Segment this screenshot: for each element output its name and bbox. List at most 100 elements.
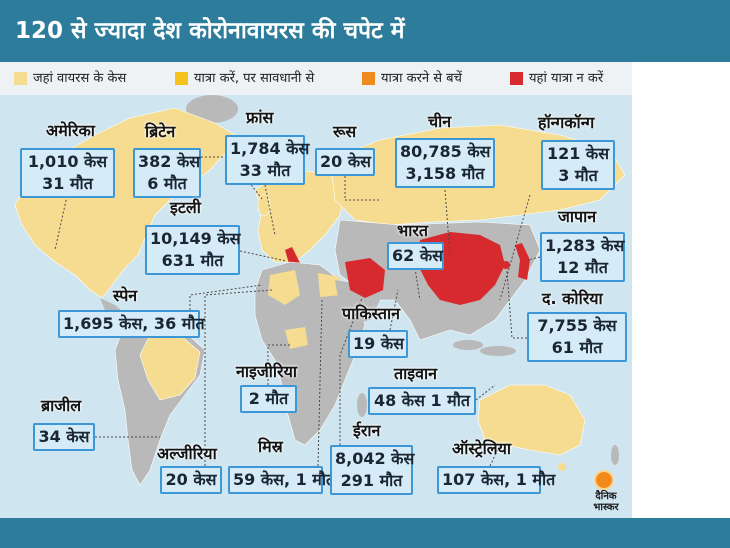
legend-label: यहां यात्रा न करें [529, 71, 604, 86]
stat-cases: 1,784 केस [230, 139, 310, 158]
connector-spain [189, 284, 263, 310]
country-label-pakistan: पाकिस्तान [342, 304, 401, 323]
stat-box-france: 1,784 केस 33 मौत [225, 135, 310, 185]
country-label-france: फ्रांस [246, 108, 274, 127]
stat-box-japan: 1,283 केस 12 मौत [540, 232, 625, 282]
nigeria-land [285, 327, 308, 349]
madagascar-land [357, 393, 367, 417]
country-label-iran: ईरान [353, 421, 381, 440]
connector-south-korea [506, 270, 527, 339]
connector-russia [344, 176, 380, 201]
country-label-russia: रूस [333, 122, 357, 141]
page-title: 120 से ज्यादा देश कोरोनावायरस की चपेट मे… [15, 18, 405, 44]
map-legend: जहां वायरस के केस यात्रा करें, पर सावधान… [0, 62, 632, 95]
header-band: 120 से ज्यादा देश कोरोनावायरस की चपेट मे… [0, 0, 730, 62]
stat-box-china: 80,785 केस 3,158 मौत [395, 138, 495, 188]
indonesia-land [453, 340, 483, 350]
dainik-bhaskar-logo: दैनिक भास्कर [584, 470, 628, 514]
stat-cases: 34 केस [38, 427, 90, 446]
connector-taiwan [475, 384, 496, 401]
country-label-india: भारत [397, 221, 429, 240]
iran-land [345, 258, 385, 298]
stat-cases: 19 केस [353, 334, 404, 353]
country-label-brazil: ब्राजील [41, 396, 82, 415]
tasmania-land [558, 463, 566, 471]
country-label-hongkong: हॉन्गकॉन्ग [538, 113, 595, 132]
country-label-taiwan: ताइवान [394, 364, 438, 383]
south-korea-land [502, 261, 510, 269]
stat-deaths: 2 मौत [248, 389, 289, 408]
stat-deaths: 3 मौत [558, 166, 598, 185]
stat-cases-deaths: 107 केस, 1 मौत [442, 470, 556, 489]
connector-algeria [204, 289, 273, 466]
legend-swatch-light-yellow [14, 72, 27, 85]
country-label-uk: ब्रिटेन [145, 122, 176, 141]
uk-land [257, 193, 271, 217]
stat-deaths: 31 मौत [42, 174, 93, 193]
stat-box-south-korea: 7,755 केस 61 मौत [527, 312, 627, 362]
country-label-south-korea: द. कोरिया [542, 289, 603, 308]
stat-cases: 10,149 केस [150, 229, 241, 248]
stat-cases: 80,785 केस [400, 142, 491, 161]
country-label-usa: अमेरिका [46, 121, 95, 140]
connector-pakistan [389, 289, 399, 331]
new-zealand-land [611, 445, 619, 465]
stat-cases-deaths: 59 केस, 1 मौत [233, 470, 336, 489]
stat-cases: 7,755 केस [537, 316, 617, 335]
legend-label: जहां वायरस के केस [33, 71, 127, 86]
country-label-spain: स्पेन [113, 286, 138, 305]
stat-cases-deaths: 1,695 केस, 36 मौत [63, 314, 205, 333]
stat-deaths: 33 मौत [239, 161, 291, 180]
connector-china [444, 189, 451, 256]
stat-box-pakistan: 19 केस [348, 330, 408, 358]
stat-box-nigeria: 2 मौत [240, 385, 297, 413]
stat-deaths: 291 मौत [340, 471, 403, 490]
stat-cases: 1,010 केस [27, 152, 108, 171]
stat-cases: 1,283 केस [545, 236, 625, 255]
connector-usa [54, 195, 68, 251]
japan-land [515, 243, 530, 280]
country-label-algeria: अल्जीरिया [157, 444, 217, 463]
brazil-land [139, 334, 201, 401]
greenland-land [186, 95, 238, 123]
stat-box-italy: 10,149 केस 631 मौत [145, 225, 240, 275]
egypt-land [318, 273, 342, 297]
algeria-land [268, 270, 300, 305]
legend-swatch-orange [362, 72, 375, 85]
legend-swatch-yellow [175, 72, 188, 85]
legend-label: यात्रा करने से बचें [381, 71, 462, 86]
stat-box-egypt: 59 केस, 1 मौत [228, 466, 336, 494]
stat-cases: 8,042 केस [335, 449, 415, 468]
country-label-egypt: मिस्र [258, 437, 283, 456]
stat-deaths: 61 मौत [551, 338, 603, 357]
country-label-japan: जापान [558, 207, 597, 226]
stat-box-taiwan: 48 केस 1 मौत [368, 387, 476, 415]
stat-box-algeria: 20 केस [160, 466, 222, 494]
country-label-australia: ऑस्ट्रेलिया [452, 439, 512, 458]
stat-deaths: 6 मौत [147, 174, 187, 193]
stat-box-uk: 382 केस 6 मौत [133, 148, 201, 198]
stat-cases: 62 केस [392, 246, 443, 265]
stat-cases: 20 केस [320, 152, 371, 171]
logo-text-line1: दैनिक [595, 491, 617, 502]
stat-cases: 20 केस [165, 470, 217, 489]
connector-nigeria [267, 344, 290, 385]
connector-france [264, 184, 276, 236]
stat-box-iran: 8,042 केस 291 मौत [330, 445, 415, 495]
stat-box-india: 62 केस [387, 242, 444, 270]
stat-deaths: 12 मौत [557, 258, 608, 277]
legend-swatch-red [510, 72, 523, 85]
stat-cases: 121 केस [546, 144, 610, 163]
stat-box-brazil: 34 केस [33, 423, 95, 451]
country-label-nigeria: नाइजीरिया [236, 362, 298, 381]
europe-land [254, 169, 346, 263]
new-guinea-land [480, 346, 516, 356]
footer-band [0, 518, 730, 548]
stat-deaths: 631 मौत [161, 251, 224, 270]
australia-land [477, 384, 586, 456]
legend-label: यात्रा करें, पर सावधानी से [194, 71, 315, 86]
stat-box-australia: 107 केस, 1 मौत [437, 466, 556, 494]
country-label-italy: इटली [170, 198, 201, 217]
stat-box-russia: 20 केस [315, 148, 375, 176]
